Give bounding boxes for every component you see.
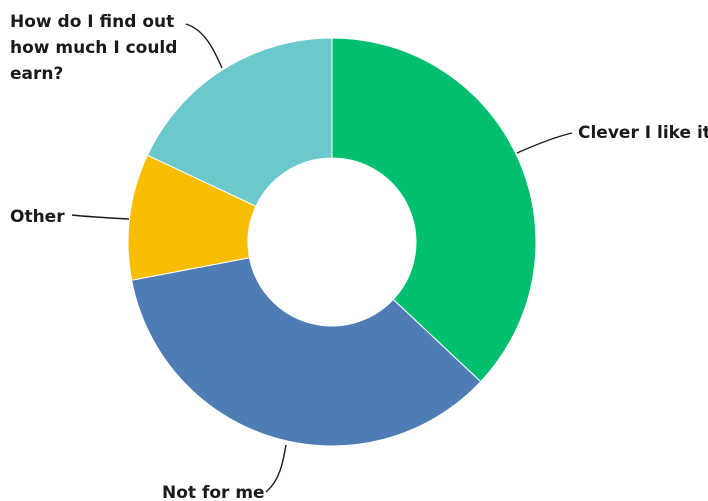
slice-label-how-do-i-find-out-how-much-i-could-earn: How do I find out how much I could earn? <box>10 12 177 84</box>
slice-label-clever-i-like-it: Clever I like it <box>578 123 708 143</box>
slice-label-other: Other <box>10 207 65 227</box>
leader-line-not-for-me <box>265 444 287 493</box>
slice-not-for-me <box>131 257 482 447</box>
slice-clever-i-like-it <box>331 37 537 383</box>
leader-line-other <box>71 214 130 220</box>
leaders-layer <box>71 23 573 493</box>
slice-label-not-for-me: Not for me <box>162 483 265 501</box>
labels-layer: Clever I like it Not for me Other How do I … <box>10 12 708 501</box>
leader-line-clever-i-like-it <box>516 132 573 154</box>
leader-line-how-do-i-find-out-how-much-i-could-earn <box>185 23 223 69</box>
slice-how-do-i-find-out-how-much-i-could-earn <box>146 37 333 207</box>
slices-layer <box>127 37 537 447</box>
